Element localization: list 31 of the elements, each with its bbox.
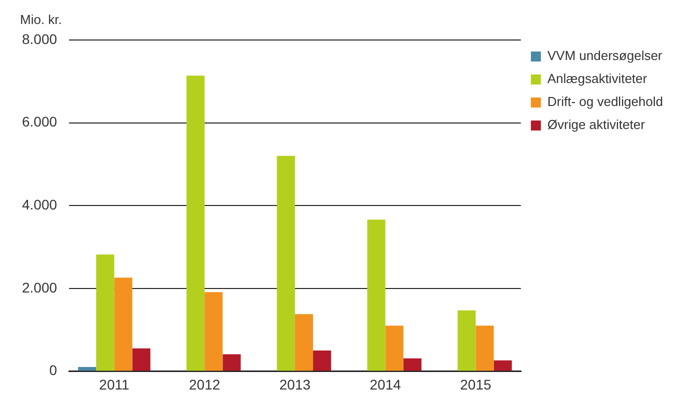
bar [494, 360, 512, 371]
y-tick-label: 6.000 [22, 114, 58, 130]
y-tick-label: 4.000 [22, 196, 58, 212]
bar [367, 220, 386, 371]
bar [476, 326, 494, 371]
bar [385, 326, 404, 371]
x-tick-label: 2013 [279, 376, 311, 392]
x-tick-label: 2012 [189, 376, 220, 392]
x-tick-label: 2011 [99, 376, 130, 392]
bar [403, 358, 422, 371]
bar [186, 76, 205, 371]
bar [132, 348, 150, 371]
y-axis-title: Mio. kr. [20, 12, 62, 27]
legend-label: Øvrige aktiviteter [547, 117, 646, 132]
bar [222, 354, 241, 371]
bar [78, 367, 96, 371]
bar [294, 314, 314, 371]
bar [313, 350, 332, 371]
bar [458, 310, 476, 371]
bar [114, 278, 132, 371]
legend-label: Anlægsaktiviteter [547, 71, 648, 86]
bar [276, 156, 295, 371]
x-tick-label: 2014 [370, 376, 402, 392]
x-tick-label: 2015 [460, 376, 492, 392]
bar [96, 254, 114, 371]
y-tick-label: 8.000 [22, 30, 58, 47]
legend-label: Drift- og vedligehold [547, 94, 664, 110]
legend-label: VVM undersøgelser [547, 48, 663, 64]
bar [204, 292, 223, 371]
y-tick-label: 0 [49, 362, 58, 378]
y-tick-label: 2.000 [22, 279, 58, 296]
